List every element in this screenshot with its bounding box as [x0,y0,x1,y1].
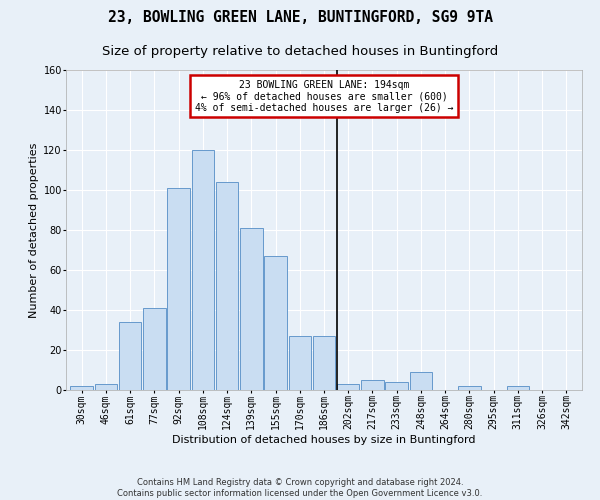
Bar [361,380,384,390]
Bar [337,384,359,390]
Y-axis label: Number of detached properties: Number of detached properties [29,142,39,318]
Bar [506,386,529,390]
Bar [385,382,408,390]
Bar [167,188,190,390]
Text: 23, BOWLING GREEN LANE, BUNTINGFORD, SG9 9TA: 23, BOWLING GREEN LANE, BUNTINGFORD, SG9… [107,10,493,25]
Text: Size of property relative to detached houses in Buntingford: Size of property relative to detached ho… [102,45,498,58]
Bar [191,150,214,390]
Bar [410,372,432,390]
Bar [240,228,263,390]
Bar [143,308,166,390]
X-axis label: Distribution of detached houses by size in Buntingford: Distribution of detached houses by size … [172,435,476,445]
Bar [119,322,142,390]
Text: Contains HM Land Registry data © Crown copyright and database right 2024.
Contai: Contains HM Land Registry data © Crown c… [118,478,482,498]
Bar [95,384,117,390]
Bar [70,386,93,390]
Bar [313,336,335,390]
Bar [458,386,481,390]
Bar [289,336,311,390]
Bar [216,182,238,390]
Bar [264,256,287,390]
Text: 23 BOWLING GREEN LANE: 194sqm
← 96% of detached houses are smaller (600)
4% of s: 23 BOWLING GREEN LANE: 194sqm ← 96% of d… [195,80,453,113]
